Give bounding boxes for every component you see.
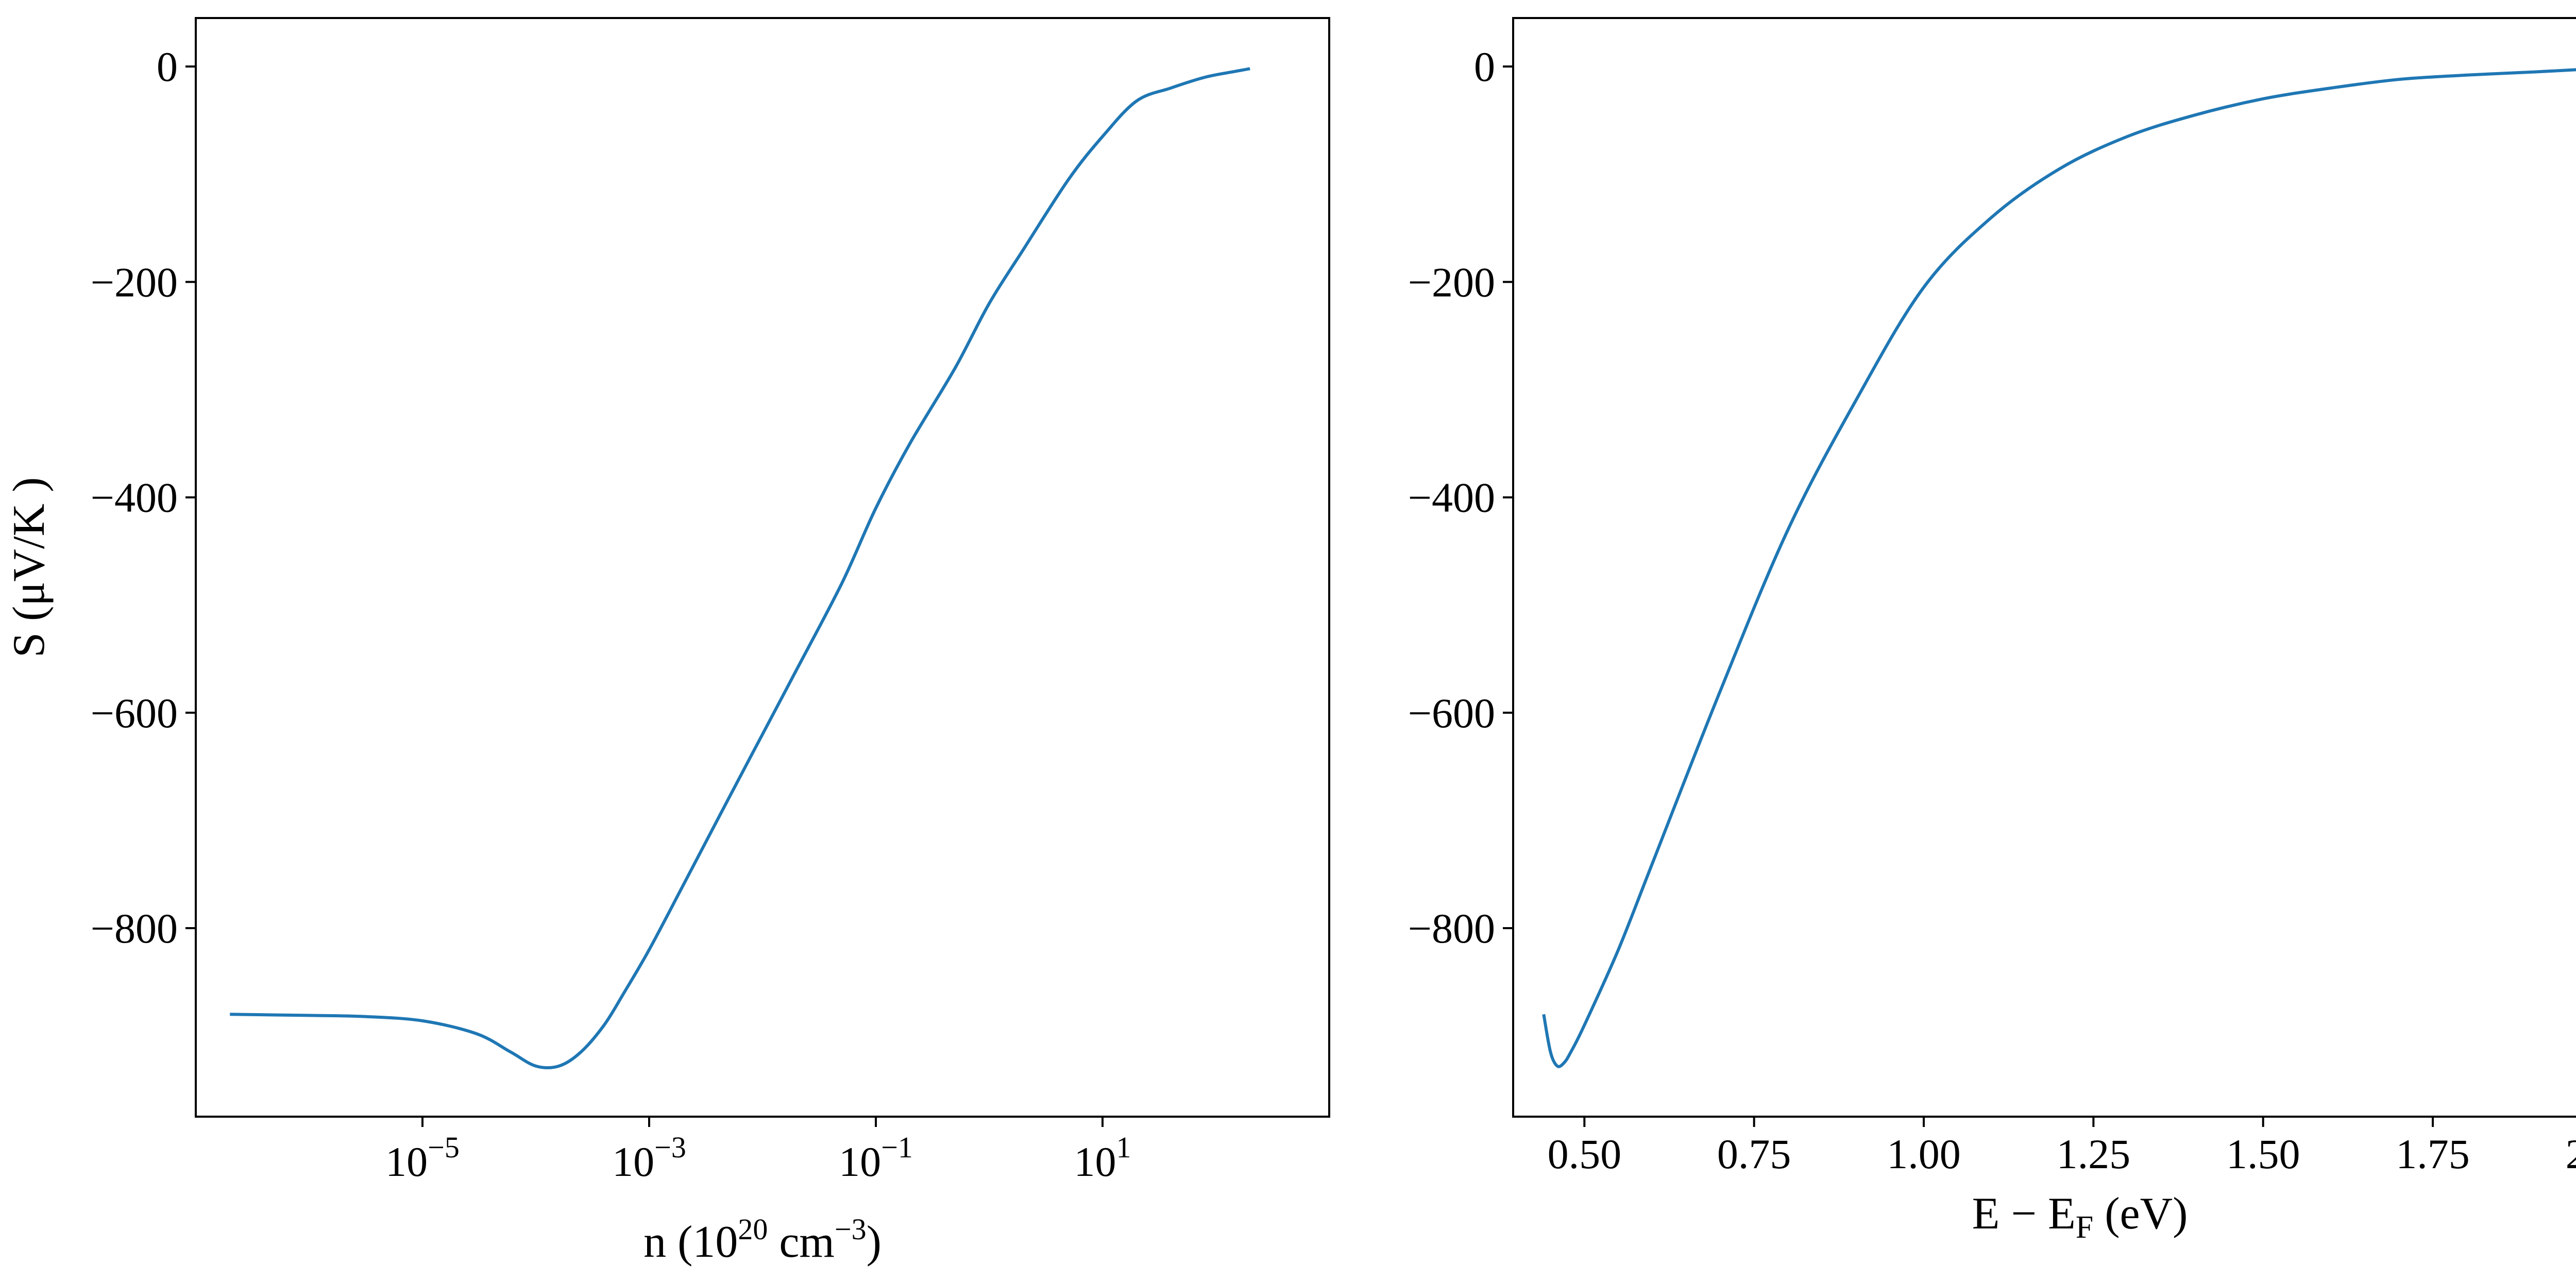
x-tick-label: 101 — [1074, 1131, 1131, 1185]
x-tick-label: 1.25 — [2057, 1131, 2131, 1177]
x-tick-label: 2.00 — [2566, 1131, 2576, 1177]
x-tick-label: 1.00 — [1887, 1131, 1961, 1177]
right-series-line — [1542, 68, 2576, 1068]
left-xlabel-sup2: −3 — [835, 1212, 867, 1246]
x-tick-exponent: 1 — [1116, 1131, 1131, 1164]
right-ticks: 0 −200 −400 −600 −800 0.50 0.75 1.00 1.25 1.50 1.7… — [1408, 43, 2576, 1177]
x-tick-exponent: −5 — [428, 1131, 460, 1164]
x-tick-label: 1.50 — [2226, 1131, 2300, 1177]
left-xlabel-sup1: 20 — [738, 1212, 768, 1246]
left-series-line — [230, 67, 1250, 1070]
x-tick-label: 0.75 — [1717, 1131, 1791, 1177]
y-tick-label: −200 — [1408, 259, 1495, 305]
x-tick-exponent: −1 — [881, 1131, 913, 1164]
x-tick-label: 10−1 — [839, 1131, 913, 1185]
right-xlabel-sub: F — [2076, 1210, 2093, 1245]
left-axes-frame — [195, 17, 1330, 1118]
y-tick-label: −400 — [91, 474, 178, 521]
left-x-axis-label: n (1020 cm−3) — [643, 1212, 882, 1267]
right-xlabel-post: (eV) — [2093, 1189, 2188, 1239]
x-tick-label: 10−3 — [612, 1131, 686, 1185]
right-x-axis-label: E − EF (eV) — [1972, 1189, 2188, 1245]
right-axes-frame — [1512, 17, 2576, 1118]
x-tick-base: 10 — [612, 1138, 654, 1185]
y-tick-label: −400 — [1408, 474, 1495, 521]
right-chart-panel: 0 −200 −400 −600 −800 0.50 0.75 1.00 1.25 1.50 1.7… — [1408, 17, 2576, 1245]
x-tick-base: 10 — [1074, 1138, 1116, 1185]
y-tick-label: −600 — [1408, 690, 1495, 737]
left-y-axis-label: S (μV/K ) — [4, 477, 54, 657]
y-tick-label: −200 — [91, 259, 178, 305]
left-xlabel-pre: n (10 — [643, 1217, 738, 1267]
x-tick-base: 10 — [839, 1138, 881, 1185]
y-tick-label: −800 — [1408, 905, 1495, 952]
x-tick-label: 0.50 — [1548, 1131, 1622, 1177]
y-tick-label: −600 — [91, 690, 178, 737]
left-xlabel-mid: cm — [768, 1217, 835, 1267]
y-tick-label: 0 — [1474, 43, 1495, 90]
x-tick-label: 10−5 — [385, 1131, 460, 1185]
y-tick-label: −800 — [91, 905, 178, 952]
x-tick-base: 10 — [385, 1138, 428, 1185]
x-tick-exponent: −3 — [654, 1131, 686, 1164]
x-tick-label: 1.75 — [2396, 1131, 2470, 1177]
right-xlabel-pre: E − E — [1972, 1189, 2076, 1239]
y-tick-label: 0 — [157, 43, 178, 90]
left-xlabel-post: ) — [867, 1217, 882, 1267]
